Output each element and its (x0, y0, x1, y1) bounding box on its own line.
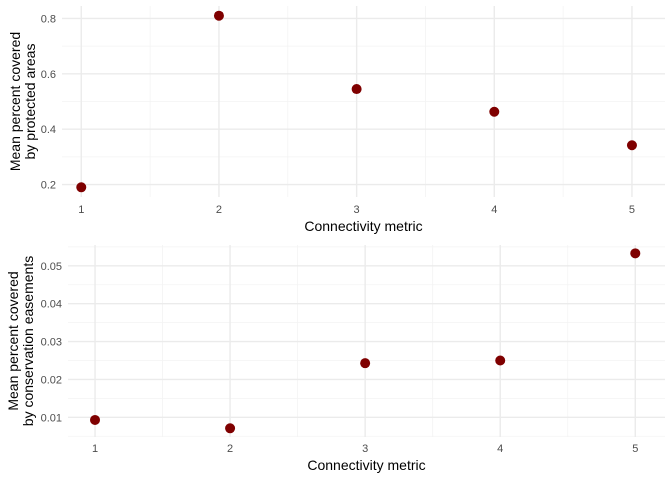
x-tick-label: 5 (629, 204, 635, 216)
x-axis-title: Connectivity metric (307, 457, 425, 473)
y-axis-title-line: by protected areas (22, 44, 38, 160)
bottom-panel: 0.01 0.02 0.03 0.04 0.05 1 2 3 4 5 Connectivity me… (5, 245, 665, 473)
x-axis-title: Connectivity metric (304, 218, 422, 234)
y-tick-label: 0.01 (41, 412, 62, 424)
x-tick-label: 3 (362, 443, 368, 455)
top-panel: 0.2 0.4 0.6 0.8 1 2 3 4 5 Connectivity metric Mean… (7, 6, 665, 234)
data-point (360, 358, 371, 369)
x-tick-label: 2 (216, 204, 222, 216)
x-tick-label: 4 (491, 204, 497, 216)
data-point (76, 182, 87, 193)
data-point (351, 84, 362, 95)
data-point (626, 140, 637, 151)
y-tick-label: 0.4 (41, 124, 56, 136)
y-axis-title-line: Mean percent covered (5, 271, 21, 410)
y-tick-label: 0.8 (41, 13, 56, 25)
x-tick-label: 5 (632, 443, 638, 455)
x-tick-label: 4 (497, 443, 503, 455)
y-axis-title-line: Mean percent covered (7, 32, 23, 171)
x-tick-label: 1 (92, 443, 98, 455)
data-point (225, 423, 236, 434)
data-point (495, 355, 506, 366)
x-tick-label: 2 (227, 443, 233, 455)
y-axis-title: Mean percent covered by conservation ease… (5, 256, 36, 426)
y-tick-label: 0.05 (41, 261, 62, 273)
y-axis-title: Mean percent covered by protected areas (7, 32, 38, 171)
data-point (630, 248, 641, 259)
y-axis-title-line: by conservation easements (20, 256, 36, 426)
x-tick-label: 3 (354, 204, 360, 216)
data-point (489, 106, 500, 117)
y-tick-label: 0.04 (41, 299, 62, 311)
y-tick-label: 0.6 (41, 69, 56, 81)
x-tick-label: 1 (78, 204, 84, 216)
data-point (90, 414, 101, 425)
y-tick-label: 0.2 (41, 180, 56, 192)
y-tick-label: 0.02 (41, 374, 62, 386)
data-point (213, 10, 224, 21)
y-tick-label: 0.03 (41, 337, 62, 349)
